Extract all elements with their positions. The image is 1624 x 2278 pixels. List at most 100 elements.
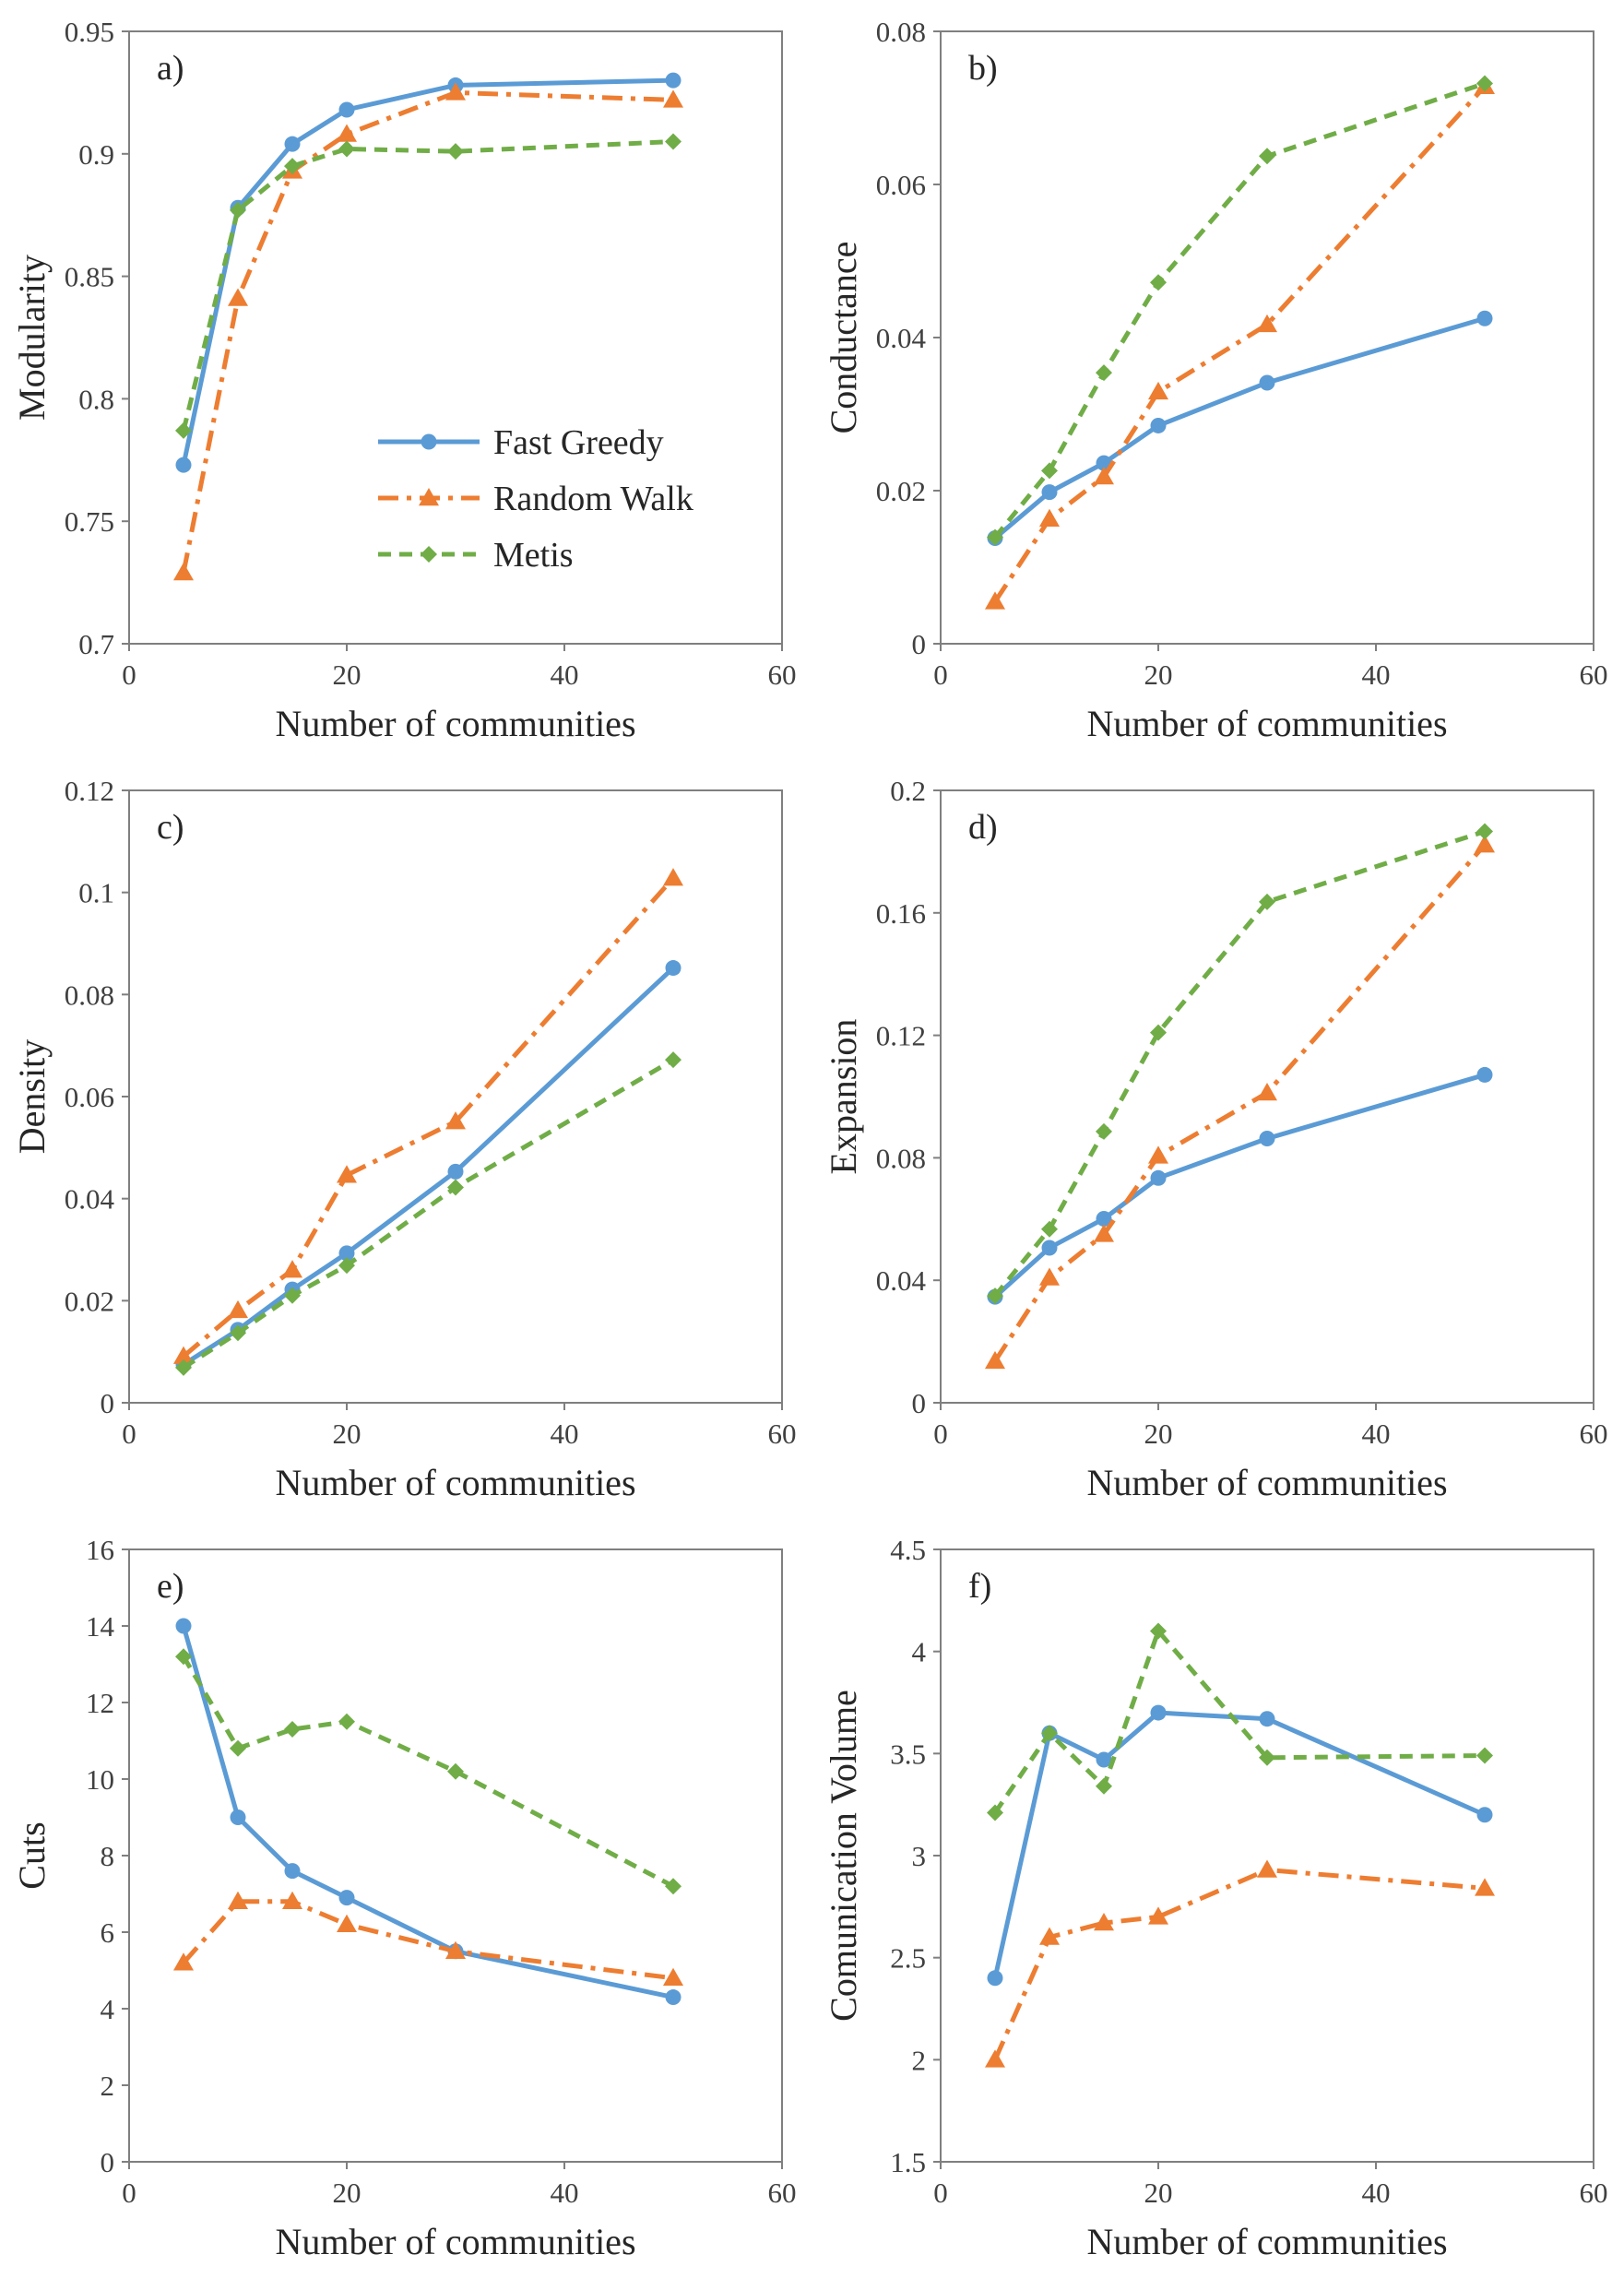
chart-panel-c: 0 0.02 0.04 0.06 0.08 0.1 0.12 0 20 40 60 Number of… [0, 759, 812, 1518]
y-tick-label-f: 3.5 [890, 1738, 926, 1770]
chart-e-svg: 0 2 4 6 8 10 12 14 16 0 20 40 60 Number of communitie… [11, 1534, 797, 2262]
chart-a-svg: 0.7 0.75 0.8 0.85 0.9 0.95 0 20 40 60 Number of co… [11, 16, 797, 744]
data-point-fast-greedy-d [1150, 1169, 1167, 1186]
data-point-metis-f [1096, 1777, 1112, 1795]
y-tick-label-d: 0.12 [876, 1020, 926, 1052]
series-line-metis-e [181, 1655, 675, 1889]
data-point-random-walk-f [1094, 1913, 1114, 1931]
series-line-fast-greedy-f [992, 1710, 1487, 1979]
series-line-metis-c [182, 1058, 675, 1370]
data-point-random-walk-f [985, 2049, 1005, 2068]
data-point-metis-a [230, 201, 246, 219]
data-point-fast-greedy-e [175, 1618, 192, 1634]
x-tick-label-e: 0 [122, 2177, 136, 2209]
data-point-metis-f [1476, 1747, 1493, 1764]
data-point-random-walk-a [445, 82, 466, 101]
data-point-fast-greedy-d [1041, 1240, 1058, 1256]
y-tick-label-f: 2.5 [890, 1942, 926, 1975]
data-point-metis-d [1150, 1024, 1167, 1041]
x-tick-label-a: 40 [551, 658, 579, 691]
x-tick-label-b: 0 [933, 658, 948, 691]
series-line-random-walk-a [181, 89, 674, 574]
x-axis-title-c: Number of communities [275, 1462, 635, 1503]
y-tick-label-c: 0.06 [65, 1081, 114, 1113]
data-point-metis-c [665, 1051, 682, 1069]
x-tick-label-e: 40 [551, 2177, 579, 2209]
y-axis-title-c: Density [11, 1039, 53, 1154]
data-point-random-walk-e [282, 1891, 302, 1910]
data-point-fast-greedy-b [1259, 374, 1275, 391]
plot-frame-c [128, 789, 783, 1404]
panel-label-d: d) [968, 808, 998, 847]
data-point-fast-greedy-b [1150, 417, 1167, 433]
data-point-metis-a [338, 140, 355, 158]
data-point-metis-e [665, 1878, 682, 1895]
data-point-random-walk-f [1148, 1906, 1168, 1925]
y-tick-label-c: 0.02 [65, 1285, 114, 1317]
data-point-metis-f [1259, 1749, 1275, 1766]
legend-marker-fast-greedy [421, 433, 437, 450]
data-point-random-walk-c [173, 1346, 194, 1364]
data-point-metis-d [1096, 1122, 1112, 1140]
y-tick-label-e: 10 [86, 1763, 114, 1796]
data-point-metis-e [230, 1739, 246, 1757]
plot-frame-f [940, 1548, 1594, 2163]
y-axis-title-a: Modularity [11, 255, 53, 421]
legend-label-random-walk: Random Walk [493, 480, 693, 518]
x-tick-label-e: 60 [768, 2177, 797, 2209]
data-point-metis-d [987, 1287, 1003, 1305]
x-axis-title-f: Number of communities [1086, 2221, 1447, 2262]
data-point-random-walk-c [282, 1260, 302, 1278]
data-point-metis-e [284, 1721, 301, 1738]
data-point-random-walk-b [985, 591, 1005, 610]
y-axis-title-d: Expansion [823, 1019, 864, 1175]
y-tick-label-a: 0.7 [78, 628, 114, 660]
data-point-fast-greedy-c [665, 960, 682, 977]
series-line-fast-greedy-c [182, 966, 675, 1367]
data-point-fast-greedy-e [230, 1809, 246, 1825]
data-point-random-walk-d [1094, 1224, 1114, 1242]
x-axis-title-a: Number of communities [275, 703, 635, 744]
data-point-fast-greedy-a [284, 136, 301, 152]
plot-frame-b [940, 30, 1594, 645]
data-point-metis-a [175, 421, 192, 439]
y-axis-title-b: Conductance [823, 242, 864, 434]
x-tick-label-f: 60 [1580, 2177, 1608, 2209]
y-tick-label-c: 0.04 [65, 1183, 115, 1216]
chart-c-svg: 0 0.02 0.04 0.06 0.08 0.1 0.12 0 20 40 60 Number of… [11, 775, 797, 1503]
data-point-random-walk-b [1094, 467, 1114, 485]
data-point-random-walk-f [1475, 1878, 1495, 1896]
legend-label-fast-greedy: Fast Greedy [493, 423, 664, 462]
x-tick-label-d: 60 [1580, 1418, 1608, 1450]
data-point-metis-b [1150, 274, 1167, 291]
data-point-fast-greedy-f [987, 1970, 1003, 1987]
data-point-metis-a [447, 143, 464, 160]
data-point-fast-greedy-b [1476, 310, 1493, 326]
data-point-fast-greedy-a [338, 101, 355, 118]
data-point-random-walk-b [1148, 381, 1168, 400]
data-point-fast-greedy-f [1096, 1751, 1112, 1768]
data-point-random-walk-f [1039, 1927, 1060, 1945]
series-line-random-walk-c [182, 876, 675, 1358]
data-point-metis-f [987, 1804, 1003, 1821]
data-point-random-walk-c [445, 1111, 466, 1130]
y-tick-label-c: 0 [101, 1387, 115, 1419]
y-tick-label-f: 1.5 [890, 2146, 926, 2178]
data-point-random-walk-b [1039, 508, 1060, 527]
x-tick-label-f: 20 [1144, 2177, 1173, 2209]
data-point-fast-greedy-e [665, 1989, 682, 2006]
x-tick-label-c: 20 [333, 1418, 362, 1450]
y-tick-label-f: 4.5 [890, 1534, 926, 1566]
y-tick-label-c: 0.08 [65, 979, 114, 1011]
x-axis-title-b: Number of communities [1086, 703, 1447, 744]
y-tick-label-d: 0.16 [876, 897, 926, 930]
data-point-fast-greedy-c [447, 1163, 464, 1180]
data-point-random-walk-a [173, 562, 194, 581]
data-point-fast-greedy-d [1096, 1210, 1112, 1227]
x-tick-label-a: 60 [768, 658, 797, 691]
data-point-random-walk-c [337, 1165, 357, 1183]
x-tick-label-e: 20 [333, 2177, 362, 2209]
data-point-metis-c [338, 1257, 355, 1275]
data-point-metis-d [1259, 893, 1275, 910]
data-point-random-walk-e [228, 1891, 248, 1910]
